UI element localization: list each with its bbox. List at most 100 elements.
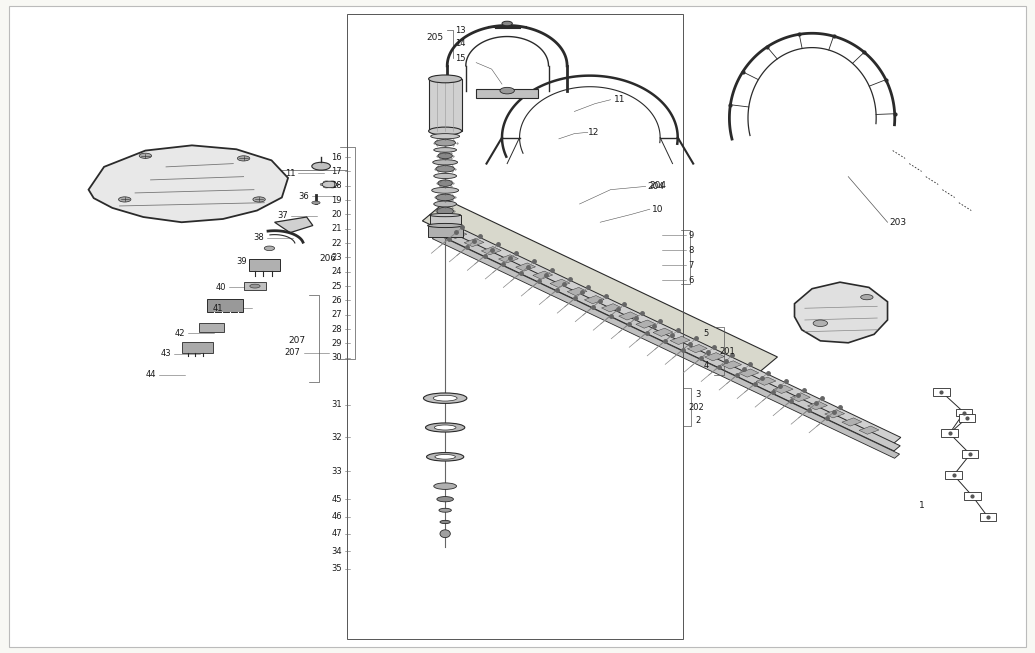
Polygon shape <box>807 402 827 410</box>
Text: 28: 28 <box>331 325 342 334</box>
Ellipse shape <box>264 246 274 251</box>
Text: 23: 23 <box>331 253 342 262</box>
Polygon shape <box>464 238 484 247</box>
Text: 42: 42 <box>174 328 184 338</box>
Text: 205: 205 <box>426 33 443 42</box>
Ellipse shape <box>433 160 457 165</box>
Polygon shape <box>635 320 656 328</box>
Text: 6: 6 <box>688 276 693 285</box>
Text: 16: 16 <box>331 153 342 161</box>
Text: 24: 24 <box>331 267 342 276</box>
Text: 206: 206 <box>320 253 336 263</box>
Bar <box>207 299 242 312</box>
Polygon shape <box>825 409 845 418</box>
Bar <box>243 282 266 290</box>
Ellipse shape <box>861 295 874 300</box>
Ellipse shape <box>435 454 455 459</box>
Text: 8: 8 <box>688 246 693 255</box>
Text: 19: 19 <box>331 196 342 204</box>
Ellipse shape <box>431 134 460 139</box>
Ellipse shape <box>502 21 512 25</box>
Text: 38: 38 <box>254 233 264 242</box>
Ellipse shape <box>439 508 451 512</box>
Ellipse shape <box>426 453 464 461</box>
Polygon shape <box>653 328 673 336</box>
Ellipse shape <box>323 185 329 188</box>
Text: 40: 40 <box>215 283 226 292</box>
Polygon shape <box>481 247 501 255</box>
Text: 7: 7 <box>688 261 693 270</box>
Text: 45: 45 <box>331 495 342 503</box>
Polygon shape <box>773 385 793 394</box>
Ellipse shape <box>434 173 456 178</box>
Bar <box>958 414 975 422</box>
Ellipse shape <box>249 284 260 288</box>
Polygon shape <box>515 263 535 271</box>
Text: 34: 34 <box>331 547 342 556</box>
Ellipse shape <box>312 163 330 170</box>
Polygon shape <box>721 361 741 369</box>
Ellipse shape <box>437 207 453 215</box>
Ellipse shape <box>139 153 151 159</box>
Ellipse shape <box>428 127 462 135</box>
Ellipse shape <box>423 393 467 404</box>
Text: 43: 43 <box>160 349 171 358</box>
Text: 14: 14 <box>455 39 466 48</box>
Bar <box>248 259 279 271</box>
Bar <box>941 430 957 438</box>
Polygon shape <box>859 426 879 434</box>
Text: 15: 15 <box>455 54 466 63</box>
Ellipse shape <box>432 187 459 193</box>
Text: 30: 30 <box>331 353 342 362</box>
Bar <box>181 342 212 353</box>
Text: 27: 27 <box>331 310 342 319</box>
Polygon shape <box>705 353 724 361</box>
Ellipse shape <box>435 140 455 146</box>
Text: 35: 35 <box>331 564 342 573</box>
Ellipse shape <box>332 183 338 185</box>
Polygon shape <box>447 231 467 238</box>
Bar <box>430 215 461 224</box>
Bar <box>955 409 972 417</box>
Polygon shape <box>567 287 587 296</box>
Ellipse shape <box>438 153 452 159</box>
Bar <box>964 492 980 500</box>
Text: 204: 204 <box>648 182 664 191</box>
Text: 46: 46 <box>331 512 342 521</box>
Text: 25: 25 <box>331 281 342 291</box>
Bar <box>945 471 962 479</box>
Text: 207: 207 <box>289 336 305 345</box>
Text: 41: 41 <box>212 304 223 313</box>
Ellipse shape <box>814 320 828 326</box>
Ellipse shape <box>438 180 452 186</box>
Polygon shape <box>601 304 621 312</box>
Polygon shape <box>585 296 604 304</box>
Ellipse shape <box>320 183 326 185</box>
Ellipse shape <box>440 530 450 537</box>
Text: 26: 26 <box>331 296 342 305</box>
Text: 202: 202 <box>688 404 704 413</box>
Text: 47: 47 <box>331 529 342 538</box>
Polygon shape <box>687 345 707 353</box>
Bar <box>427 225 463 237</box>
Text: 31: 31 <box>331 400 342 409</box>
Ellipse shape <box>428 75 462 83</box>
Polygon shape <box>619 312 639 320</box>
Text: 33: 33 <box>331 467 342 475</box>
Polygon shape <box>274 217 313 232</box>
Bar <box>432 226 900 451</box>
Ellipse shape <box>427 223 463 227</box>
Text: 17: 17 <box>331 167 342 176</box>
Bar <box>933 388 949 396</box>
Text: 39: 39 <box>236 257 246 266</box>
Text: 20: 20 <box>331 210 342 219</box>
Text: 207: 207 <box>285 348 300 357</box>
Text: 29: 29 <box>331 339 342 348</box>
Text: 1: 1 <box>918 501 924 509</box>
Ellipse shape <box>329 185 335 188</box>
Bar <box>979 513 996 520</box>
Ellipse shape <box>434 148 456 152</box>
Text: 18: 18 <box>331 182 342 190</box>
Text: 5: 5 <box>704 328 709 338</box>
Ellipse shape <box>434 483 456 489</box>
